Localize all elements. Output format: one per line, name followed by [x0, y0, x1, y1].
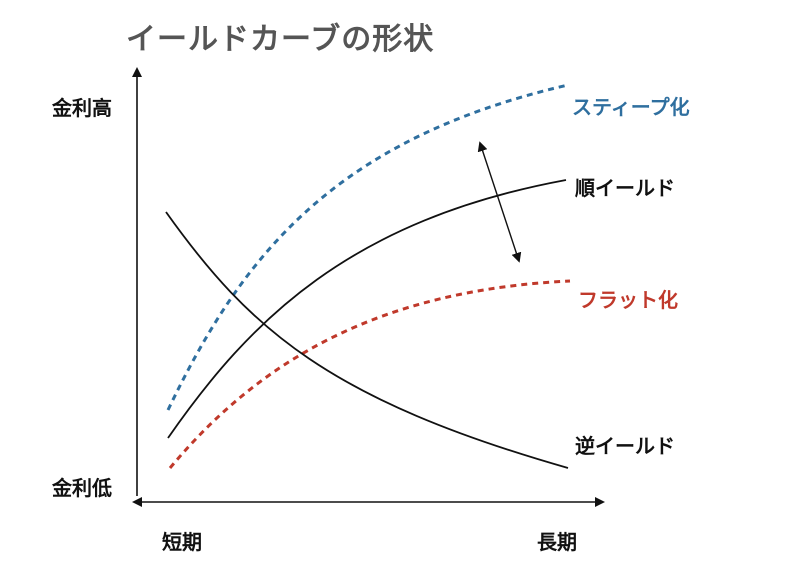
page-title: イールドカーブの形状: [126, 22, 435, 57]
steep-curve-label: スティープ化: [572, 95, 690, 119]
steep-curve: [166, 83, 569, 411]
normal-curve: [167, 179, 567, 439]
shift-double-arrow: [477, 141, 522, 263]
inverted-curve-label: 逆イールド: [575, 434, 675, 458]
y-axis-low-label: 金利低: [52, 476, 112, 500]
x-axis-short-label: 短期: [162, 530, 202, 554]
flat-curve: [168, 279, 571, 469]
y-axis-high-label: 金利高: [52, 96, 112, 120]
x-axis-long-label: 長期: [537, 530, 577, 554]
flat-curve-label: フラット化: [578, 288, 678, 312]
normal-curve-label: 順イールド: [575, 176, 675, 200]
inverted-curve: [165, 211, 569, 469]
